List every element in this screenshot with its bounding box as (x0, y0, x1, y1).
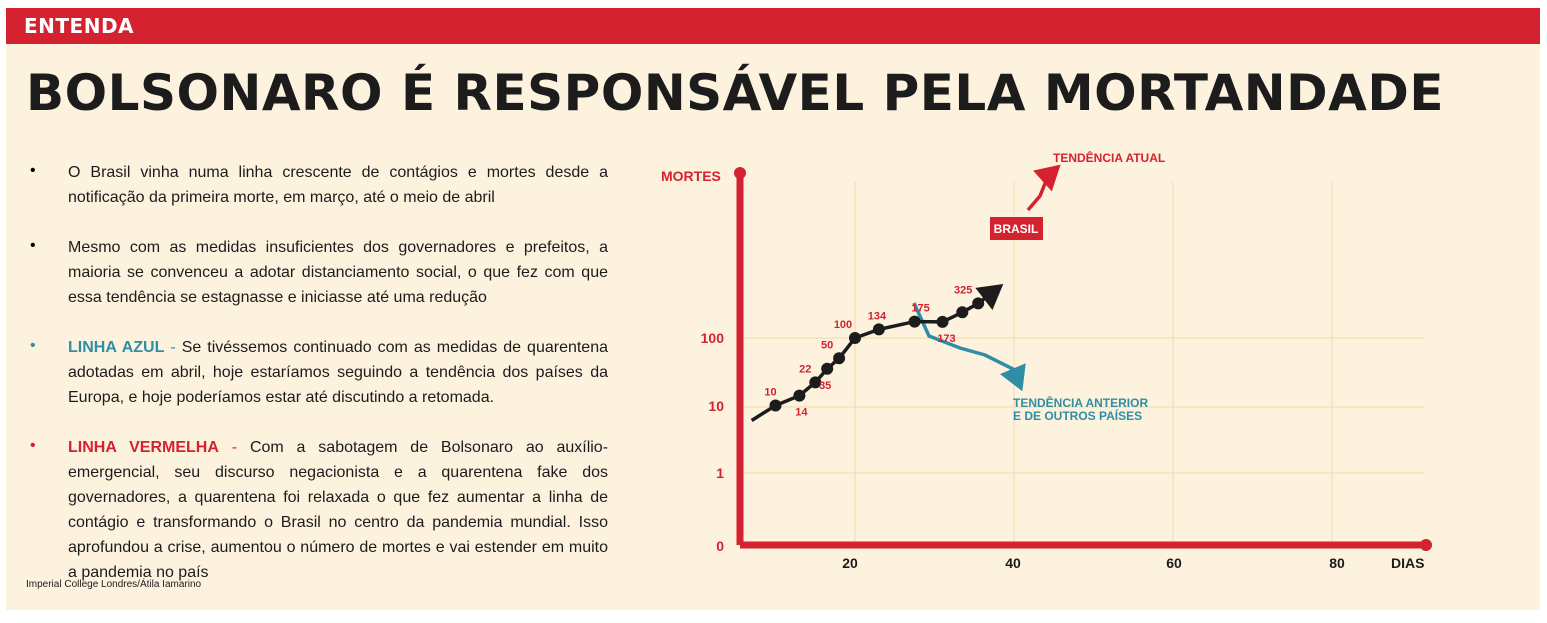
brasil-series-line (750, 284, 1004, 422)
chart-axes: MORTES DIAS 100 10 1 0 20 40 60 80 (661, 167, 1432, 571)
bullet-dot: • (30, 437, 36, 454)
data-point (936, 315, 949, 328)
data-label: 14 (795, 407, 808, 419)
bullet-dot: • (30, 237, 36, 254)
bullet-dash: - (164, 339, 182, 356)
x-axis-cap (1420, 539, 1432, 551)
y-tick-label: 100 (701, 330, 725, 346)
infographic-panel (6, 8, 1540, 610)
brasil-tag (990, 217, 1043, 240)
data-point (793, 389, 806, 402)
x-tick-label: 20 (842, 555, 858, 571)
y-tick-label: 0 (716, 538, 724, 554)
y-axis-title: MORTES (661, 168, 721, 184)
data-point (821, 362, 834, 375)
chart-grid (741, 182, 1425, 545)
section-label: ENTENDA (24, 14, 135, 38)
bullet-body: O Brasil vinha numa linha crescente de c… (68, 164, 608, 206)
data-label: 10 (764, 387, 776, 399)
bullet-dot: • (30, 337, 36, 354)
x-tick-label: 40 (1005, 555, 1021, 571)
bullet-text: LINHA VERMELHA - Com a sabotagem de Bols… (68, 435, 608, 585)
data-label: 22 (799, 363, 811, 375)
data-point (956, 306, 969, 319)
x-tick-label: 60 (1166, 555, 1182, 571)
x-axis-title: DIAS (1391, 555, 1424, 571)
previous-trend-label: E DE OUTROS PAÍSES (1013, 408, 1142, 423)
bullet-text: Mesmo com as medidas insuficientes dos g… (68, 235, 608, 310)
bullet-text: LINHA AZUL - Se tivéssemos continuado co… (68, 335, 608, 410)
x-tick-label: 80 (1329, 555, 1345, 571)
data-point (872, 323, 885, 336)
data-label: 35 (819, 380, 831, 392)
data-point (972, 297, 985, 310)
data-label: 175 (911, 303, 929, 315)
bullet-keyword-blue: LINHA AZUL (68, 339, 165, 356)
headline: BOLSONARO É RESPONSÁVEL PELA MORTANDADE (26, 64, 1445, 122)
data-point (849, 332, 861, 344)
y-tick-label: 1 (716, 465, 724, 481)
previous-trend-label: TENDÊNCIA ANTERIOR (1013, 395, 1148, 410)
bullet-dash: - (218, 439, 250, 456)
data-label: 50 (821, 339, 833, 351)
data-point (809, 376, 822, 389)
section-bar (6, 8, 1540, 44)
bullet-text: O Brasil vinha numa linha crescente de c… (68, 160, 608, 210)
bullet-body: Com a sabotagem de Bolsonaro ao auxílio-… (68, 439, 609, 581)
data-label: 134 (868, 310, 887, 322)
data-point (908, 315, 921, 328)
data-label: 325 (954, 284, 972, 296)
y-tick-label: 10 (708, 398, 724, 414)
previous-trend-line (912, 302, 1026, 392)
source-credit: Imperial College Londres/Átila Iamarino (26, 579, 202, 590)
y-axis-cap (734, 167, 746, 179)
bullet-dot: • (30, 162, 36, 179)
bullet-body: Se tivéssemos continuado com as medidas … (68, 339, 608, 406)
data-label: 100 (834, 319, 852, 331)
data-point (769, 399, 782, 412)
bullet-body: Mesmo com as medidas insuficientes dos g… (68, 239, 608, 306)
brasil-tag-label: BRASIL (994, 222, 1039, 236)
data-label: 173 (937, 333, 955, 345)
data-point (833, 352, 846, 365)
bullet-keyword-red: LINHA VERMELHA (68, 439, 219, 456)
current-trend-line (1026, 164, 1061, 212)
current-trend-label: TENDÊNCIA ATUAL (1053, 150, 1165, 165)
